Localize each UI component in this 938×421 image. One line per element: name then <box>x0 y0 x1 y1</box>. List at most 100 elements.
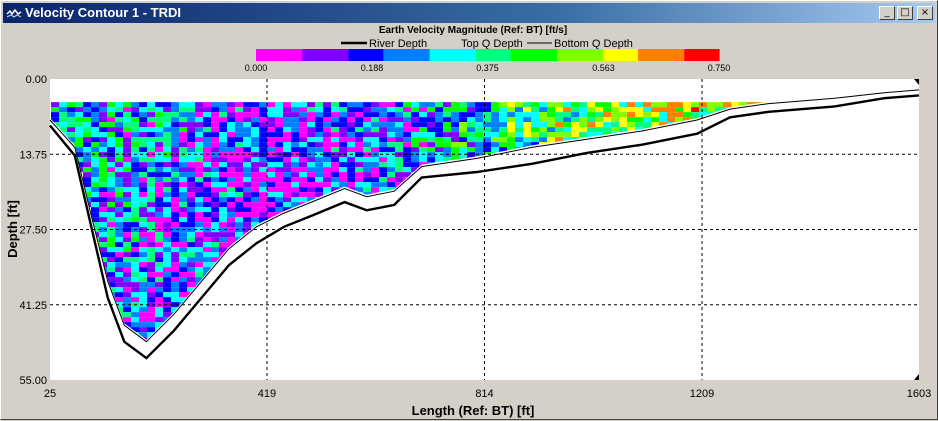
velocity-cell <box>267 182 275 188</box>
velocity-cell <box>99 257 107 263</box>
velocity-cell <box>171 262 179 268</box>
velocity-cell <box>75 127 83 133</box>
maximize-button[interactable]: □ <box>897 6 913 20</box>
velocity-cell <box>275 127 283 133</box>
velocity-cell <box>211 252 219 258</box>
velocity-cell <box>491 112 499 118</box>
velocity-cell <box>267 147 275 153</box>
velocity-cell <box>267 192 275 198</box>
minimize-button[interactable]: _ <box>879 6 895 20</box>
title-bar[interactable]: Velocity Contour 1 - TRDI _ □ × <box>3 3 935 23</box>
velocity-cell <box>363 187 371 193</box>
velocity-cell <box>139 287 147 293</box>
velocity-cell <box>331 172 339 178</box>
velocity-cell <box>675 102 683 108</box>
velocity-cell <box>211 132 219 138</box>
velocity-cell <box>203 192 211 198</box>
velocity-cell <box>499 122 507 128</box>
velocity-cell <box>203 262 211 268</box>
velocity-cell <box>67 112 75 118</box>
velocity-cell <box>619 117 627 123</box>
velocity-cell <box>387 127 395 133</box>
velocity-cell <box>195 262 203 268</box>
velocity-cell <box>123 212 131 218</box>
velocity-cell <box>219 197 227 203</box>
velocity-cell <box>603 112 611 118</box>
velocity-cell <box>219 207 227 213</box>
velocity-cell <box>403 132 411 138</box>
velocity-cell <box>187 102 195 108</box>
velocity-cell <box>331 102 339 108</box>
velocity-cell <box>451 117 459 123</box>
velocity-cell <box>243 112 251 118</box>
velocity-cell <box>115 192 123 198</box>
velocity-cell <box>363 192 371 198</box>
velocity-cell <box>235 137 243 143</box>
velocity-cell <box>395 167 403 173</box>
velocity-cell <box>531 122 539 128</box>
velocity-cell <box>267 157 275 163</box>
velocity-cell <box>347 147 355 153</box>
velocity-cell <box>339 122 347 128</box>
velocity-cell <box>283 162 291 168</box>
velocity-cell <box>355 107 363 113</box>
velocity-cell <box>411 147 419 153</box>
velocity-cell <box>323 107 331 113</box>
velocity-cell <box>611 107 619 113</box>
velocity-cell <box>227 197 235 203</box>
velocity-cell <box>371 117 379 123</box>
velocity-cell <box>667 117 675 123</box>
velocity-cell <box>123 272 131 278</box>
velocity-cell <box>187 132 195 138</box>
velocity-cell <box>499 127 507 133</box>
velocity-cell <box>491 107 499 113</box>
corner-marker-top <box>914 79 919 85</box>
velocity-cell <box>419 157 427 163</box>
velocity-cell <box>267 177 275 183</box>
velocity-cell <box>363 127 371 133</box>
velocity-cell <box>67 137 75 143</box>
velocity-cell <box>395 142 403 148</box>
velocity-cell <box>115 267 123 273</box>
velocity-cell <box>283 187 291 193</box>
velocity-cell <box>187 117 195 123</box>
velocity-cell <box>307 142 315 148</box>
velocity-cell <box>403 107 411 113</box>
velocity-cell <box>395 112 403 118</box>
velocity-cell <box>75 107 83 113</box>
velocity-cell <box>107 207 115 213</box>
velocity-cell <box>339 177 347 183</box>
velocity-cell <box>291 172 299 178</box>
velocity-cell <box>387 187 395 193</box>
velocity-cell <box>115 157 123 163</box>
close-button[interactable]: × <box>917 6 933 20</box>
color-scale-tick-label: 0.563 <box>592 63 615 73</box>
bed-mask <box>50 87 919 381</box>
velocity-cell <box>539 127 547 133</box>
velocity-cell <box>571 112 579 118</box>
velocity-cell <box>243 147 251 153</box>
velocity-cell <box>387 172 395 178</box>
velocity-cell <box>131 217 139 223</box>
velocity-cell <box>435 127 443 133</box>
velocity-cell <box>275 102 283 108</box>
velocity-cell <box>195 232 203 238</box>
velocity-cell <box>203 257 211 263</box>
velocity-cell <box>499 117 507 123</box>
velocity-cell <box>187 252 195 258</box>
velocity-cell <box>451 107 459 113</box>
color-scale-segment <box>371 49 384 61</box>
velocity-cell <box>155 162 163 168</box>
velocity-cell <box>619 107 627 113</box>
velocity-cell <box>115 262 123 268</box>
velocity-cell <box>427 137 435 143</box>
velocity-cell <box>107 252 115 258</box>
velocity-cell <box>179 142 187 148</box>
velocity-cell <box>171 172 179 178</box>
velocity-cell <box>203 147 211 153</box>
velocity-cell <box>339 182 347 188</box>
velocity-cell <box>115 252 123 258</box>
velocity-cell <box>547 102 555 108</box>
velocity-cell <box>643 102 651 108</box>
velocity-cell <box>555 122 563 128</box>
